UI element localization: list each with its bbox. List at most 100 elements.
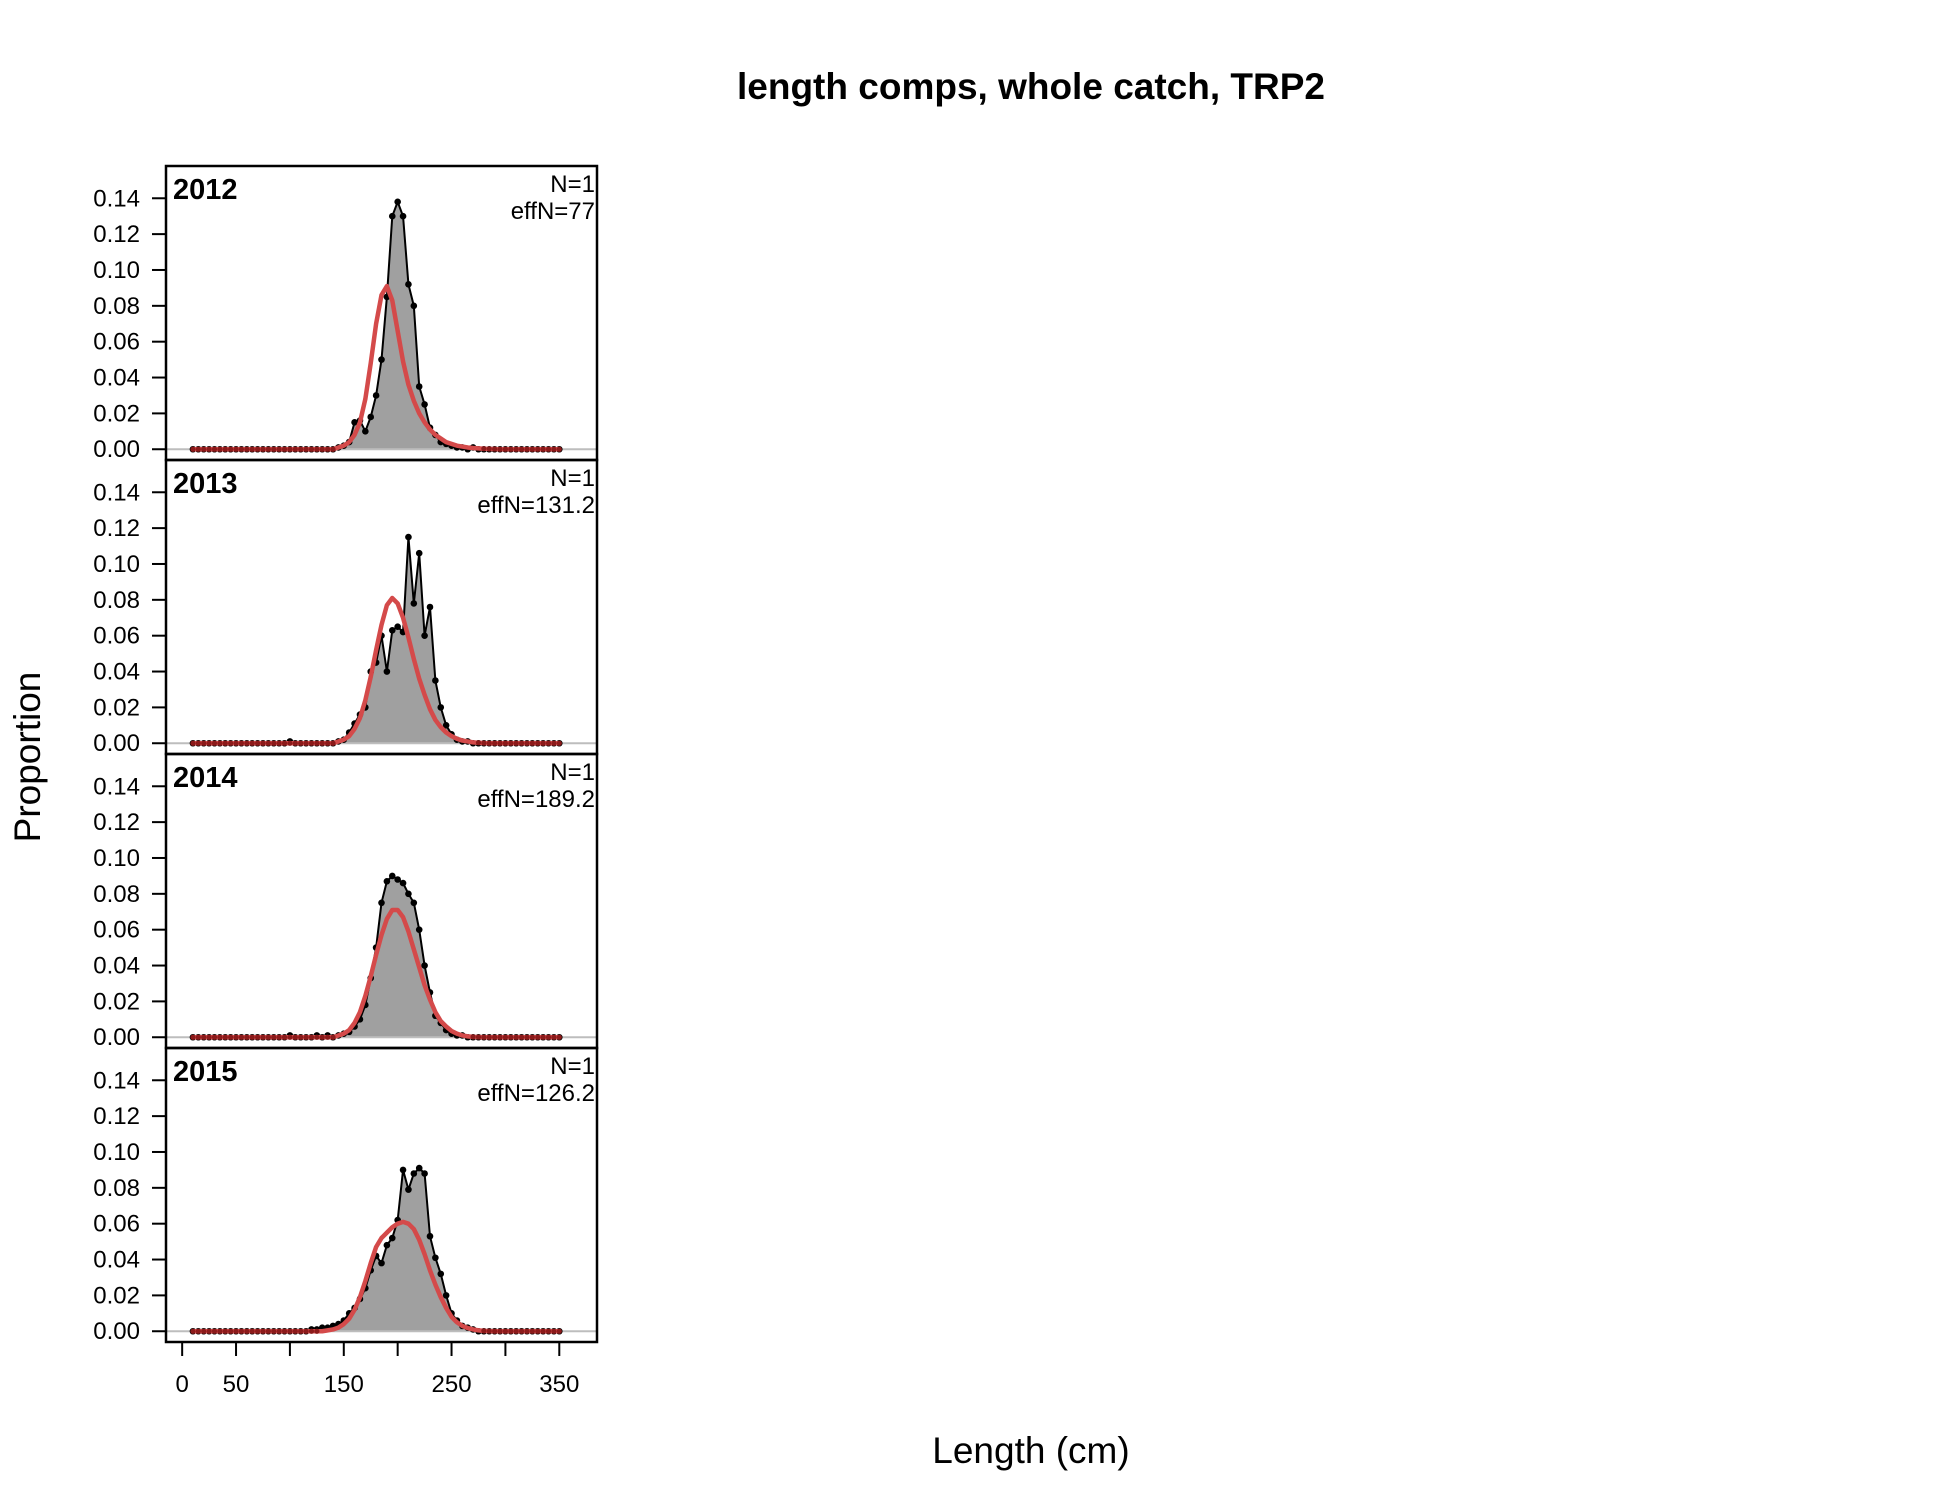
panel-effn-label: effN=131.2 — [477, 492, 595, 519]
expected-point — [265, 740, 271, 746]
panel-year-label: 2015 — [173, 1056, 238, 1088]
observed-point — [442, 1292, 450, 1299]
expected-point — [276, 1328, 282, 1334]
x-tick-label: 50 — [223, 1371, 250, 1398]
expected-point — [529, 1034, 535, 1040]
observed-point — [432, 1254, 439, 1262]
y-tick-label: 0.04 — [93, 953, 140, 980]
expected-point — [481, 1328, 487, 1334]
expected-point — [540, 1034, 546, 1040]
expected-point — [535, 740, 541, 746]
expected-point — [308, 1328, 315, 1334]
expected-point — [287, 1034, 293, 1040]
y-tick-label: 0.14 — [93, 773, 140, 800]
expected-point — [551, 1328, 557, 1334]
expected-point — [233, 740, 239, 746]
expected-point — [330, 1034, 336, 1040]
expected-point — [217, 1034, 223, 1040]
expected-point — [238, 1034, 245, 1040]
expected-point — [314, 1034, 320, 1040]
panel-year-label: 2013 — [173, 468, 238, 500]
expected-point — [551, 1034, 557, 1040]
expected-point — [190, 1328, 196, 1334]
x-tick-label: 250 — [432, 1371, 472, 1398]
observed-point — [415, 549, 423, 557]
expected-point — [303, 740, 309, 746]
expected-point — [201, 1328, 207, 1334]
expected-point — [486, 446, 492, 452]
expected-point — [190, 740, 196, 746]
expected-point — [325, 740, 331, 746]
expected-point — [540, 1328, 546, 1334]
expected-point — [502, 1034, 509, 1040]
expected-point — [325, 446, 331, 452]
expected-point — [513, 446, 519, 452]
panel-n-label: N=1 — [550, 759, 595, 786]
expected-point — [201, 740, 207, 746]
expected-point — [271, 1034, 277, 1040]
observed-point — [410, 1170, 418, 1177]
expected-point — [470, 1034, 476, 1040]
expected-point — [486, 740, 492, 746]
expected-point — [524, 740, 530, 746]
expected-point — [195, 740, 201, 746]
expected-point — [518, 1328, 525, 1334]
y-tick-label: 0.02 — [93, 400, 140, 427]
y-tick-label: 0.06 — [93, 917, 140, 944]
y-tick-label: 0.00 — [93, 1024, 140, 1051]
panel-2014: 0.00 0.02 0.04 0.06 0.08 0.10 0.12 0.14 2014 N=1e… — [93, 752, 599, 1051]
expected-point — [518, 446, 525, 452]
expected-point — [249, 1034, 255, 1040]
expected-point — [287, 1328, 293, 1334]
expected-point — [492, 1328, 498, 1334]
expected-point — [508, 740, 514, 746]
expected-point — [497, 446, 503, 452]
y-tick-label: 0.02 — [93, 694, 140, 721]
observed-point — [437, 1270, 445, 1278]
panel-2012: 0.00 0.02 0.04 0.06 0.08 0.10 0.12 0.14 2012 N=1e… — [93, 164, 599, 463]
expected-point — [233, 1328, 239, 1334]
observed-point — [432, 677, 439, 684]
expected-point — [481, 740, 487, 746]
expected-point — [502, 740, 509, 746]
expected-point — [217, 1328, 223, 1334]
expected-point — [217, 740, 223, 746]
expected-point — [254, 740, 261, 746]
expected-point — [249, 446, 255, 452]
expected-point — [303, 1328, 309, 1334]
expected-point — [201, 1034, 207, 1040]
expected-point — [195, 1034, 201, 1040]
expected-point — [292, 1034, 298, 1040]
expected-point — [524, 1328, 530, 1334]
expected-point — [551, 740, 557, 746]
observed-point — [426, 1232, 434, 1240]
panel-year-label: 2012 — [173, 174, 238, 206]
expected-point — [308, 740, 315, 746]
observed-point — [388, 212, 396, 220]
panel-effn-label: effN=189.2 — [477, 786, 595, 813]
y-tick-label: 0.04 — [93, 1247, 140, 1274]
observed-point — [399, 212, 407, 220]
expected-point — [486, 1328, 492, 1334]
expected-point — [287, 446, 293, 452]
observed-point — [383, 877, 391, 885]
expected-point — [217, 446, 223, 452]
expected-point — [281, 740, 288, 746]
panel-n-label: N=1 — [550, 1053, 595, 1080]
y-axis-title: Proportion — [7, 672, 48, 843]
y-tick-label: 0.12 — [93, 809, 140, 836]
expected-point — [228, 446, 234, 452]
observed-area — [192, 537, 560, 744]
expected-point — [314, 1328, 320, 1334]
expected-point — [481, 446, 487, 452]
expected-point — [298, 1328, 304, 1334]
expected-point — [195, 446, 201, 452]
expected-point — [281, 446, 288, 452]
y-tick-label: 0.04 — [93, 659, 140, 686]
observed-point — [405, 281, 412, 288]
observed-point — [383, 1241, 391, 1249]
expected-point — [330, 740, 336, 746]
expected-point — [211, 1328, 218, 1334]
expected-point — [529, 740, 535, 746]
expected-point — [513, 740, 519, 746]
